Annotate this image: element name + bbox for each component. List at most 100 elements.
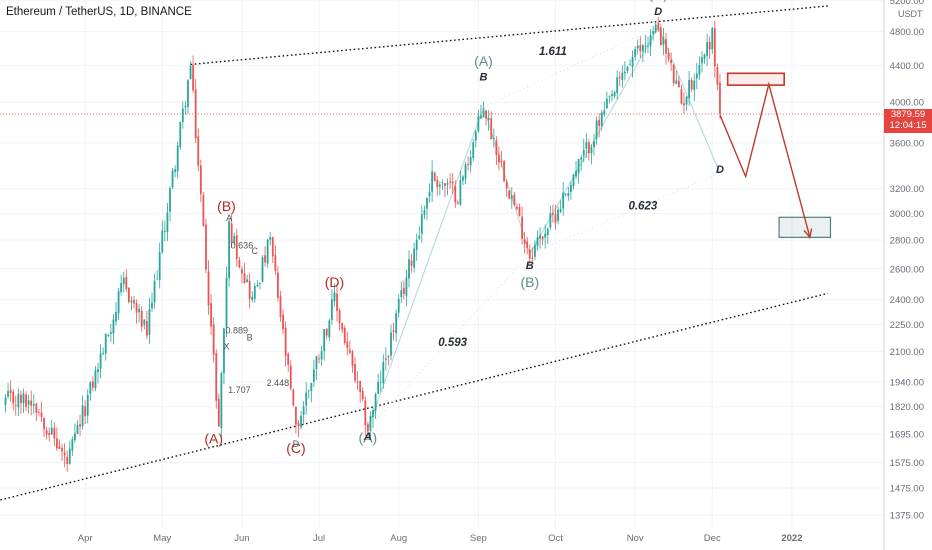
candle-body (176, 145, 179, 172)
candle (552, 204, 554, 223)
candle (518, 203, 521, 217)
candle-body (328, 320, 331, 338)
candle-body (575, 170, 577, 177)
candle-body (485, 110, 487, 119)
candle-body (585, 142, 588, 149)
candle (343, 325, 346, 346)
candle (577, 158, 580, 184)
candle (372, 407, 374, 429)
candle-body (212, 324, 215, 355)
candle (474, 129, 477, 148)
candle (212, 316, 215, 363)
trendlines (0, 5, 884, 501)
candle (605, 91, 608, 109)
candle (557, 206, 559, 225)
candle-body (521, 216, 523, 239)
candle (683, 92, 685, 114)
candle-body (163, 231, 166, 233)
candle-body (38, 411, 40, 413)
candle (220, 371, 223, 440)
y-tick-label: 5200.00 (890, 0, 924, 7)
candle (400, 281, 403, 304)
candle (205, 218, 207, 274)
candle-body (413, 248, 416, 268)
candle (223, 327, 225, 385)
candle (140, 306, 143, 332)
candle-body (528, 249, 531, 259)
candle-body (652, 31, 655, 34)
candle-body (616, 77, 619, 94)
candle-body (84, 406, 87, 417)
candle-body (205, 224, 207, 270)
candle-body (464, 164, 467, 179)
candle (127, 287, 130, 304)
candle-body (289, 365, 292, 389)
candle (104, 333, 107, 361)
candle-body (677, 80, 680, 88)
candle (310, 382, 313, 403)
wave-label: (A) (474, 53, 493, 69)
candle-body (618, 76, 621, 78)
candle (346, 332, 349, 356)
candle-body (199, 165, 202, 195)
candle (217, 393, 220, 427)
candle (354, 357, 356, 384)
candle-body (364, 400, 367, 426)
candle (549, 205, 552, 231)
candle-body (138, 308, 141, 313)
x-tick-label: Nov (627, 533, 644, 544)
candle-body (261, 257, 264, 282)
candle-body (256, 284, 259, 287)
candle-body (91, 381, 94, 388)
candle-body (259, 283, 261, 284)
candle-body (657, 22, 660, 30)
y-tick-label: 1820.00 (890, 402, 924, 413)
candle-body (61, 448, 63, 452)
candle-body (89, 382, 92, 395)
candle-body (325, 328, 328, 336)
candle-body (315, 356, 318, 370)
candle (53, 422, 56, 447)
x-tick-label: May (153, 533, 171, 544)
candle (539, 227, 541, 249)
y-tick-label: 1940.00 (890, 378, 924, 389)
candle-body (644, 45, 647, 47)
candle-body (382, 361, 385, 384)
candle-body (115, 312, 117, 322)
candle-body (603, 110, 606, 115)
candle (79, 414, 81, 436)
projection-path (719, 81, 811, 238)
candle-body (148, 309, 151, 335)
candle (107, 333, 110, 338)
candle-body (402, 287, 405, 294)
candle-body (531, 257, 534, 259)
candle (289, 360, 292, 391)
candle-body (48, 433, 51, 436)
candle-body (282, 314, 284, 330)
candle (210, 294, 212, 336)
candle (559, 200, 562, 214)
candle (384, 347, 387, 371)
candle-body (577, 159, 580, 174)
harmonic-annotation: 0.889 (226, 325, 249, 335)
candle-body (582, 149, 585, 156)
candle-body (79, 424, 81, 427)
candle (523, 231, 526, 254)
candle-body (43, 418, 45, 430)
candle-body (266, 239, 269, 264)
candle-body (534, 244, 536, 257)
candle-body (269, 237, 272, 240)
candle-body (104, 333, 107, 354)
pattern-point-label: A (363, 431, 372, 443)
candle-body (253, 285, 256, 300)
candle-body (649, 35, 652, 47)
candle (230, 213, 233, 249)
candle (505, 179, 508, 197)
candle-body (431, 171, 434, 192)
candle-body (688, 79, 691, 98)
candle (122, 271, 125, 293)
candle (366, 421, 369, 435)
x-tick-label: Apr (78, 533, 93, 544)
candle (305, 382, 308, 415)
